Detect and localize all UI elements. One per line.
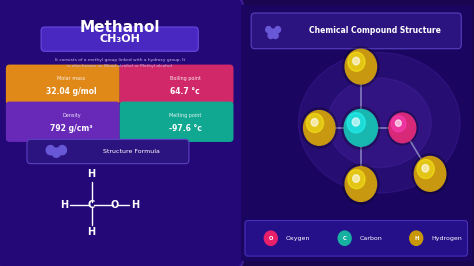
FancyBboxPatch shape: [119, 65, 234, 105]
Circle shape: [344, 110, 377, 146]
Circle shape: [391, 116, 406, 132]
Text: O: O: [269, 236, 273, 241]
Circle shape: [353, 57, 360, 65]
Circle shape: [422, 164, 429, 172]
Text: Density: Density: [62, 113, 81, 118]
Text: 792 g/cm³: 792 g/cm³: [50, 124, 92, 134]
Circle shape: [311, 119, 318, 126]
Ellipse shape: [328, 78, 431, 168]
FancyBboxPatch shape: [0, 0, 243, 266]
Circle shape: [348, 170, 365, 189]
Text: Hydrogen: Hydrogen: [431, 236, 462, 241]
Text: H: H: [60, 200, 68, 210]
Text: Oxygen: Oxygen: [286, 236, 310, 241]
Text: 64.7 °c: 64.7 °c: [170, 88, 200, 97]
Circle shape: [58, 146, 66, 155]
Ellipse shape: [299, 53, 460, 193]
Text: It consists of a methyl group linked with a hydroxy group. It
is also known as W: It consists of a methyl group linked wit…: [55, 58, 185, 68]
Circle shape: [275, 27, 281, 33]
FancyBboxPatch shape: [41, 27, 198, 51]
Text: C: C: [343, 236, 346, 241]
Circle shape: [264, 231, 277, 245]
Text: H: H: [88, 227, 96, 238]
Circle shape: [338, 231, 351, 245]
Circle shape: [414, 156, 446, 191]
Circle shape: [387, 111, 418, 145]
FancyBboxPatch shape: [27, 139, 189, 164]
Circle shape: [301, 108, 337, 148]
Circle shape: [342, 107, 380, 149]
Circle shape: [46, 146, 55, 155]
Text: Methanol: Methanol: [80, 19, 160, 35]
Circle shape: [353, 175, 360, 182]
Text: CH₃OH: CH₃OH: [99, 34, 140, 44]
Text: C: C: [88, 200, 95, 210]
FancyBboxPatch shape: [251, 13, 461, 49]
Circle shape: [306, 114, 324, 132]
FancyBboxPatch shape: [119, 102, 234, 142]
Circle shape: [352, 118, 359, 126]
Circle shape: [343, 164, 379, 204]
Text: 32.04 g/mol: 32.04 g/mol: [46, 88, 97, 97]
Text: Boiling point: Boiling point: [170, 76, 201, 81]
Text: O: O: [111, 200, 119, 210]
Text: Structure Formula: Structure Formula: [103, 149, 160, 154]
Text: Carbon: Carbon: [360, 236, 383, 241]
Circle shape: [268, 32, 273, 39]
Circle shape: [410, 231, 423, 245]
FancyBboxPatch shape: [6, 102, 119, 142]
Text: H: H: [88, 169, 96, 179]
Text: Chemical Compound Structure: Chemical Compound Structure: [309, 26, 441, 35]
Circle shape: [270, 29, 276, 35]
Circle shape: [347, 113, 365, 133]
Circle shape: [417, 159, 434, 178]
FancyBboxPatch shape: [235, 0, 474, 266]
Circle shape: [303, 111, 335, 145]
Circle shape: [348, 52, 365, 71]
Circle shape: [345, 49, 376, 84]
Circle shape: [412, 154, 448, 194]
Circle shape: [395, 120, 401, 126]
Text: H: H: [414, 236, 419, 241]
Circle shape: [273, 32, 278, 39]
Text: -97.6 °c: -97.6 °c: [169, 124, 201, 134]
FancyBboxPatch shape: [6, 65, 119, 105]
Text: Molar mass: Molar mass: [57, 76, 85, 81]
Circle shape: [343, 47, 379, 86]
Circle shape: [345, 167, 376, 201]
Circle shape: [52, 148, 61, 157]
Circle shape: [389, 113, 416, 143]
Circle shape: [266, 27, 271, 33]
Text: H: H: [131, 200, 139, 210]
FancyBboxPatch shape: [245, 221, 467, 256]
Text: Melting point: Melting point: [169, 113, 201, 118]
